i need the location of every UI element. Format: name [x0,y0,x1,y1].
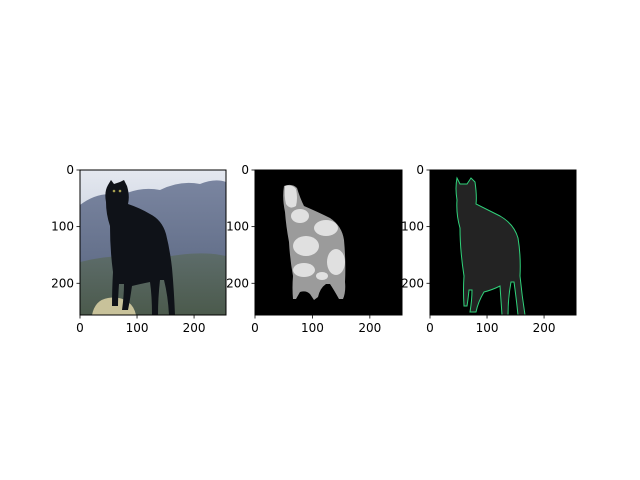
x-tick-label: 0 [426,321,434,335]
contour-panel [430,170,576,315]
x-tick-label: 200 [533,321,556,335]
x-tick-label: 100 [301,321,324,335]
y-tick-label: 200 [51,276,74,290]
x-tick-label: 100 [476,321,499,335]
photo-panel [80,170,226,315]
axes-frame [79,169,227,316]
x-tick-label: 200 [358,321,381,335]
x-tick-label: 0 [251,321,259,335]
y-tick-label: 100 [401,220,424,234]
x-tick-label: 200 [183,321,206,335]
panther-figure [105,180,175,315]
panther-eye [118,189,122,193]
axes-frame [429,169,577,316]
ticks-layer: 0 100 200 0 100 200 0 100 200 0 100 200 0 100 200 0 100 2… [51,163,555,335]
y-tick-label: 0 [66,163,74,177]
x-tick-label: 100 [126,321,149,335]
mask-light-patch [291,209,309,223]
y-tick-label: 100 [51,220,74,234]
silhouette-with-contour [455,176,526,315]
mask-head-region [284,185,297,208]
mask-light-patch [293,263,315,277]
y-tick-label: 0 [416,163,424,177]
panther-eye [112,189,116,193]
mask-light-patch [327,249,345,275]
axes-frame [254,169,403,316]
y-tick-label: 100 [226,220,249,234]
mask-light-patch [314,220,338,236]
y-tick-label: 0 [241,163,249,177]
mask-light-patch [316,272,328,280]
x-tick-label: 0 [76,321,84,335]
y-tick-label: 200 [226,276,249,290]
y-tick-label: 200 [401,276,424,290]
mask-light-patch [293,236,319,256]
mask-panel [255,170,402,315]
